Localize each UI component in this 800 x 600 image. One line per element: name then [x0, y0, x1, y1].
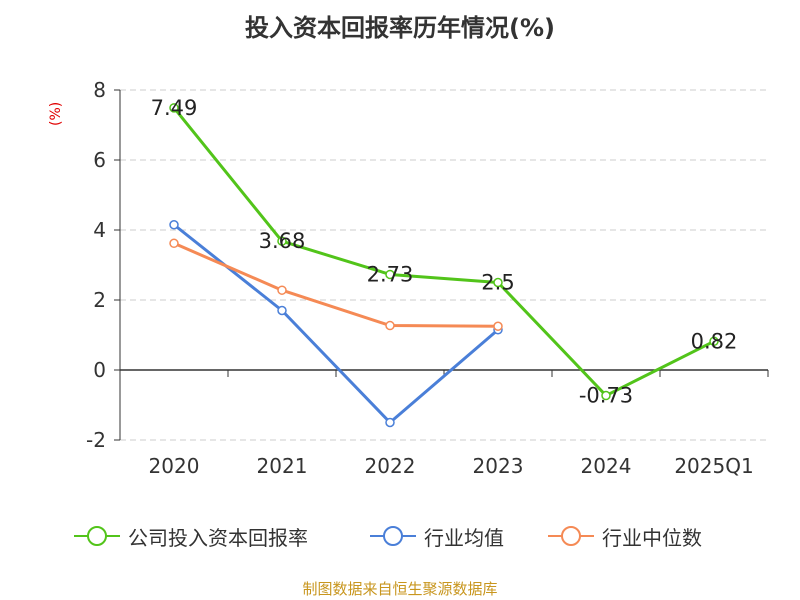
series-line-2 — [173, 241, 499, 328]
data-label: -0.73 — [579, 384, 633, 408]
legend-label: 行业中位数 — [602, 525, 702, 550]
legend-marker-orange-icon — [548, 526, 594, 546]
legend-label: 行业均值 — [424, 525, 504, 550]
data-point-1 — [385, 417, 395, 428]
legend-item-company-roic[interactable]: 公司投入资本回报率 — [72, 519, 308, 553]
x-tick-label: 2023 — [473, 454, 524, 478]
data-point-2 — [169, 238, 179, 249]
series-line-0 — [172, 106, 715, 398]
data-point-2 — [277, 285, 287, 295]
legend-marker-green-icon — [74, 526, 120, 546]
data-label: 2.73 — [367, 262, 414, 286]
legend-label: 公司投入资本回报率 — [128, 525, 308, 550]
data-point-0 — [493, 277, 503, 288]
data-label: 3.68 — [259, 229, 306, 253]
series-line-1 — [173, 223, 499, 424]
y-tick-label: 6 — [93, 148, 106, 172]
data-label: 2.5 — [481, 271, 514, 295]
x-tick-label: 2021 — [257, 454, 308, 478]
data-point-0 — [385, 269, 395, 280]
data-point-0 — [709, 336, 719, 347]
legend-item-industry-mean[interactable]: 行业均值 — [368, 519, 504, 553]
legend-marker-blue-icon — [370, 526, 416, 546]
data-point-2 — [493, 321, 503, 331]
data-source-note: 制图数据来自恒生聚源数据库 — [302, 580, 498, 598]
x-tick-label: 2022 — [365, 454, 416, 478]
chart-title: 投入资本回报率历年情况(%) — [245, 14, 555, 42]
legend-item-industry-median[interactable]: 行业中位数 — [546, 519, 702, 553]
data-point-0 — [601, 390, 611, 401]
data-point-1 — [277, 305, 287, 316]
y-tick-label: -2 — [86, 428, 106, 452]
y-tick-label: 8 — [93, 78, 106, 102]
y-tick-label: 4 — [93, 218, 106, 242]
x-tick-label: 2024 — [581, 454, 632, 478]
x-tick-label: 2025Q1 — [674, 454, 753, 478]
data-label: 7.49 — [151, 96, 198, 120]
data-point-2 — [385, 320, 395, 331]
data-point-1 — [169, 220, 179, 230]
y-tick-label: 2 — [93, 288, 106, 312]
y-tick-label: 0 — [93, 358, 106, 382]
x-tick-label: 2020 — [149, 454, 200, 478]
data-point-0 — [169, 103, 179, 113]
data-label: 0.82 — [691, 329, 738, 353]
data-point-0 — [277, 236, 287, 246]
